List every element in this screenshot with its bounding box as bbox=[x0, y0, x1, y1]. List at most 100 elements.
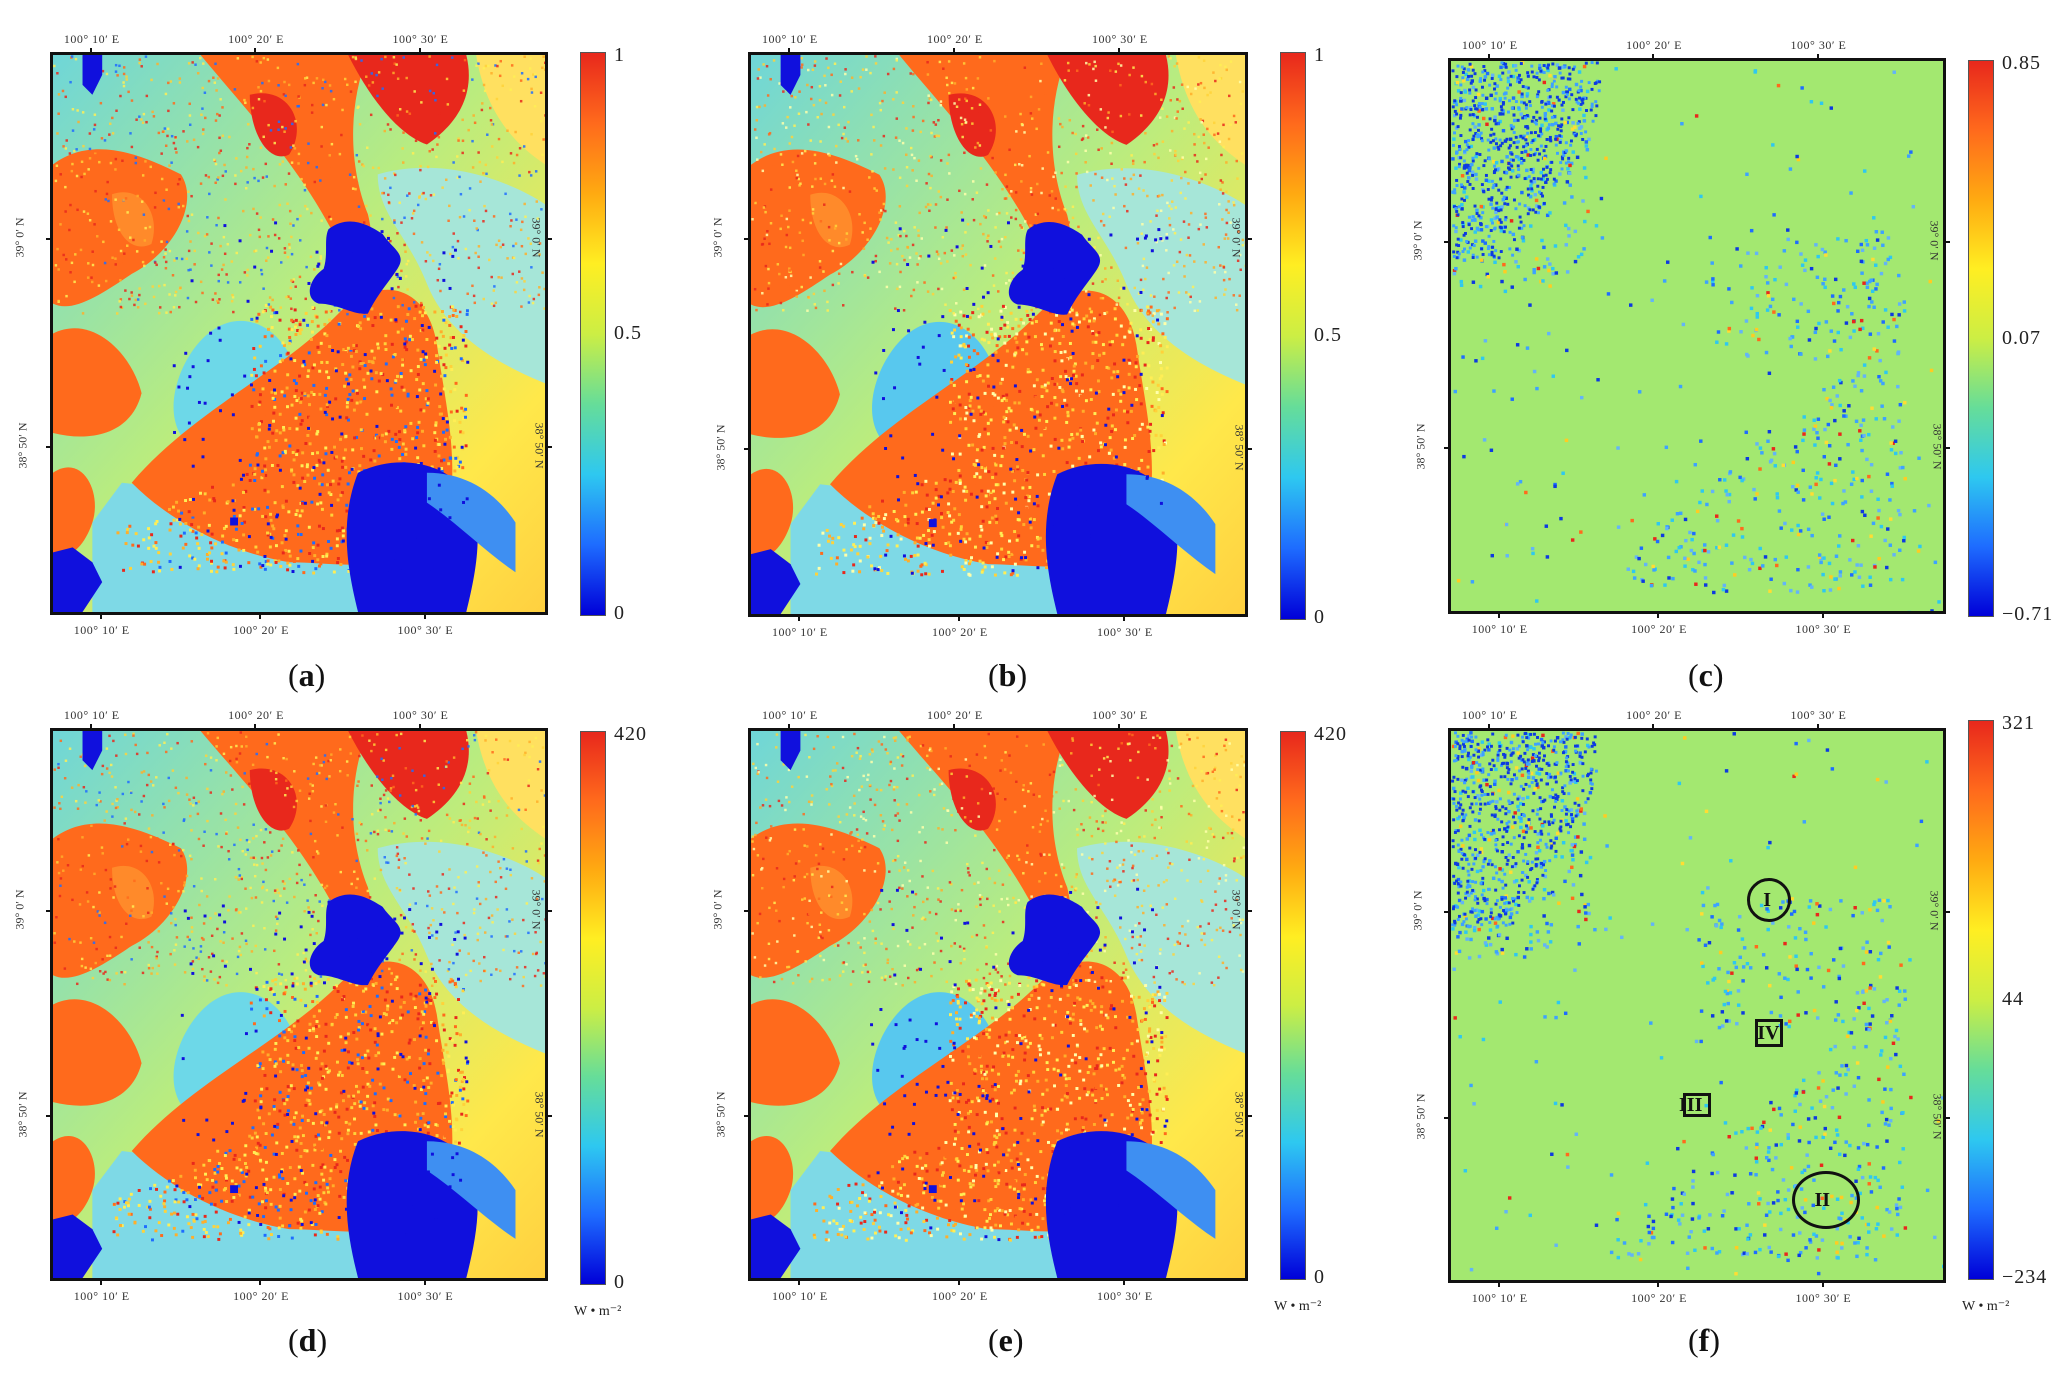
top-longitude-label: 100° 10′ E bbox=[63, 708, 120, 722]
panel-caption: (b) bbox=[988, 657, 1028, 693]
colorbar-min-label: 0 bbox=[1314, 1266, 1325, 1288]
latitude-tick bbox=[1444, 241, 1450, 244]
region-marker-label: III bbox=[1679, 1094, 1703, 1117]
colorbar-unit: W • m⁻² bbox=[1962, 1299, 2010, 1314]
latitude-tick bbox=[1944, 447, 1950, 450]
top-longitude-label: 100° 10′ E bbox=[1461, 708, 1518, 722]
right-latitude-label: 39° 0′ N bbox=[1229, 889, 1244, 931]
bottom-longitude-label: 100° 20′ E bbox=[932, 625, 988, 639]
latitude-tick bbox=[744, 910, 750, 913]
latitude-tick bbox=[744, 447, 750, 450]
latitude-tick bbox=[46, 910, 52, 913]
right-latitude-label: 39° 0′ N bbox=[529, 889, 544, 931]
right-latitude-label: 39° 0′ N bbox=[1927, 890, 1942, 931]
colorbar bbox=[580, 731, 606, 1285]
bottom-tick bbox=[958, 615, 960, 621]
bottom-tick bbox=[259, 1279, 262, 1285]
colorbar-max-label: 420 bbox=[614, 723, 647, 745]
bottom-tick bbox=[1821, 612, 1824, 618]
bottom-longitude-label: 100° 20′ E bbox=[233, 1289, 289, 1303]
latitude-tick bbox=[546, 446, 552, 449]
bottom-tick bbox=[1657, 612, 1660, 618]
latitude-tick bbox=[1944, 241, 1950, 244]
bottom-longitude-label: 100° 30′ E bbox=[397, 623, 454, 637]
latitude-tick bbox=[1246, 910, 1252, 913]
bottom-longitude-label: 100° 10′ E bbox=[772, 625, 828, 639]
top-longitude-label: 100° 30′ E bbox=[1790, 38, 1847, 52]
right-latitude-label: 38° 50′ N bbox=[532, 422, 547, 469]
raster-image bbox=[1451, 731, 1943, 1280]
left-latitude-label: 39° 0′ N bbox=[1410, 220, 1425, 262]
colorbar-min-label: −0.71 bbox=[2002, 603, 2054, 625]
top-longitude-label: 100° 10′ E bbox=[1461, 38, 1518, 52]
raster-map bbox=[748, 52, 1248, 617]
panel-caption-letter: a bbox=[298, 657, 315, 693]
top-tick bbox=[953, 724, 955, 730]
top-tick bbox=[788, 48, 790, 54]
raster-map bbox=[1448, 58, 1946, 614]
bottom-tick bbox=[99, 613, 102, 619]
latitude-tick bbox=[546, 1115, 552, 1118]
top-longitude-label: 100° 30′ E bbox=[1092, 708, 1148, 722]
raster-map bbox=[50, 52, 548, 615]
bottom-longitude-label: 100° 30′ E bbox=[1795, 622, 1852, 636]
raster-map bbox=[748, 728, 1248, 1281]
bottom-tick bbox=[1657, 1281, 1660, 1287]
latitude-tick bbox=[744, 238, 750, 241]
left-latitude-label: 39° 0′ N bbox=[12, 889, 27, 931]
top-longitude-label: 100° 10′ E bbox=[762, 32, 818, 46]
bottom-tick bbox=[1123, 615, 1125, 621]
top-tick bbox=[953, 48, 955, 54]
colorbar-max-label: 0.85 bbox=[2002, 52, 2041, 74]
colorbar-min-label: −234 bbox=[2002, 1266, 2048, 1288]
region-marker-label: I bbox=[1763, 889, 1771, 912]
region-marker-ii bbox=[1792, 1170, 1861, 1229]
top-tick bbox=[1118, 724, 1120, 730]
raster-map bbox=[50, 728, 548, 1281]
region-marker-label: II bbox=[1814, 1188, 1831, 1211]
left-latitude-label: 38° 50′ N bbox=[1413, 423, 1428, 470]
latitude-tick bbox=[744, 1115, 750, 1118]
bottom-longitude-label: 100° 10′ E bbox=[1471, 1291, 1528, 1305]
top-tick bbox=[1816, 54, 1819, 60]
left-latitude-label: 39° 0′ N bbox=[710, 889, 725, 931]
top-tick bbox=[1487, 724, 1490, 730]
bottom-tick bbox=[423, 1279, 426, 1285]
panel-caption-letter: f bbox=[1698, 1322, 1710, 1358]
latitude-tick bbox=[1444, 447, 1450, 450]
latitude-tick bbox=[546, 910, 552, 913]
top-longitude-label: 100° 20′ E bbox=[927, 32, 983, 46]
right-latitude-label: 39° 0′ N bbox=[1229, 217, 1244, 258]
colorbar-max-label: 1 bbox=[1314, 44, 1325, 66]
right-latitude-label: 38° 50′ N bbox=[532, 1091, 547, 1138]
top-tick bbox=[89, 724, 92, 730]
left-latitude-label: 39° 0′ N bbox=[1410, 890, 1425, 931]
top-tick bbox=[418, 724, 421, 730]
bottom-longitude-label: 100° 10′ E bbox=[73, 623, 130, 637]
top-longitude-label: 100° 30′ E bbox=[1092, 32, 1148, 46]
latitude-tick bbox=[1246, 1115, 1252, 1118]
bottom-tick bbox=[99, 1279, 102, 1285]
panel-caption: (e) bbox=[988, 1322, 1024, 1358]
top-tick bbox=[254, 724, 257, 730]
panel-caption: (c) bbox=[1688, 657, 1724, 693]
colorbar-unit: W • m⁻² bbox=[574, 1304, 622, 1319]
top-tick bbox=[418, 48, 421, 54]
colorbar bbox=[1968, 60, 1994, 617]
raster-image bbox=[53, 55, 545, 612]
bottom-tick bbox=[958, 1279, 960, 1285]
colorbar-mid-label: 0.5 bbox=[1314, 324, 1342, 346]
left-latitude-label: 38° 50′ N bbox=[15, 1091, 30, 1138]
bottom-tick bbox=[798, 1279, 800, 1285]
bottom-tick bbox=[1123, 1279, 1125, 1285]
left-latitude-label: 39° 0′ N bbox=[12, 217, 27, 258]
colorbar-max-label: 420 bbox=[1314, 723, 1347, 745]
bottom-longitude-label: 100° 30′ E bbox=[1097, 625, 1153, 639]
bottom-tick bbox=[259, 613, 262, 619]
top-longitude-label: 100° 20′ E bbox=[927, 708, 983, 722]
latitude-tick bbox=[1444, 911, 1450, 914]
top-tick bbox=[254, 48, 257, 54]
raster-image bbox=[751, 55, 1245, 614]
region-marker-label: IV bbox=[1757, 1022, 1780, 1045]
top-tick bbox=[89, 48, 92, 54]
